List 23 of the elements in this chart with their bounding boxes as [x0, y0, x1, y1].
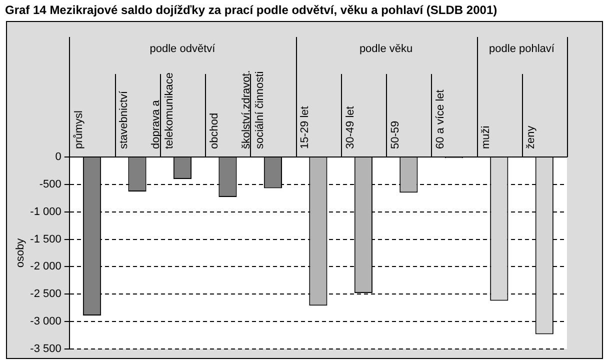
x-tick-label: doprava a telekomunikace — [150, 72, 176, 149]
x-tick-label: 30-49 let — [344, 106, 356, 149]
text: podle odvětví — [150, 43, 216, 56]
text: podle pohlaví — [489, 43, 556, 56]
y-tick-label: -3 000 — [30, 316, 62, 328]
y-tick-label: -2 000 — [30, 260, 62, 273]
y-axis-title: osoby — [14, 238, 27, 268]
x-tick-label: muži — [480, 126, 492, 149]
y-tick-label: -1 500 — [30, 233, 62, 246]
x-tick-label: 60 a více let — [434, 90, 447, 149]
x-tick-label: stavebnictví — [118, 90, 130, 149]
y-tick-label: -500 — [39, 178, 62, 190]
y-tick-label: -2 500 — [30, 288, 62, 300]
x-tick-label: průmysl — [72, 110, 85, 149]
y-tick-label: 0 — [55, 151, 62, 164]
x-tick-label: 50-59 — [390, 120, 402, 149]
x-tick-label: ženy — [525, 125, 538, 149]
text: podle věku — [359, 43, 413, 56]
y-tick-label: -1 000 — [30, 206, 62, 218]
x-tick-label: 15-29 let — [299, 106, 312, 149]
x-tick-label: obchod — [208, 112, 221, 149]
chart-title: Graf 14 Mezikrajové saldo dojížďky za prací podle odvětví, věku a pohlaví (SLDB 2001) — [5, 3, 498, 17]
y-tick-label: -3 500 — [30, 343, 62, 356]
